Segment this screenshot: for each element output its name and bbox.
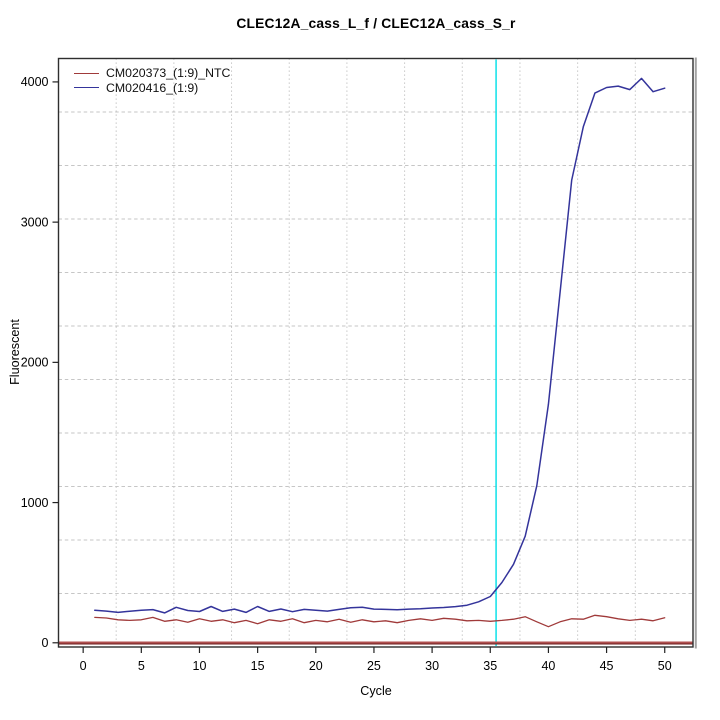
y-tick-label: 0 bbox=[42, 636, 49, 650]
legend-line-swatch-ntc bbox=[74, 72, 99, 74]
zero-line bbox=[58, 641, 693, 645]
series-line-1 bbox=[94, 77, 666, 614]
x-tick-label: 35 bbox=[483, 659, 497, 673]
y-tick-label: 3000 bbox=[21, 215, 49, 229]
x-tick-label: 15 bbox=[251, 659, 265, 673]
x-ticks: 0 5 10 15 20 25 30 35 40 45 50 bbox=[80, 647, 672, 673]
x-tick-label: 5 bbox=[138, 659, 145, 673]
y-ticks: 0 1000 2000 3000 4000 bbox=[21, 75, 59, 650]
y-tick-label: 4000 bbox=[21, 75, 49, 89]
x-tick-label: 45 bbox=[600, 659, 614, 673]
series-line-0 bbox=[94, 614, 666, 628]
x-tick-label: 30 bbox=[425, 659, 439, 673]
chart-title: CLEC12A_cass_L_f / CLEC12A_cass_S_r bbox=[236, 16, 516, 31]
x-tick-label: 40 bbox=[541, 659, 555, 673]
y-tick-label: 2000 bbox=[21, 356, 49, 370]
gridlines bbox=[58, 58, 693, 647]
plot-border bbox=[57, 57, 694, 648]
legend-label-ntc: CM020373_(1:9)_NTC bbox=[106, 66, 231, 80]
x-tick-label: 25 bbox=[367, 659, 381, 673]
legend-label-sample: CM020416_(1:9) bbox=[106, 80, 199, 95]
x-tick-label: 10 bbox=[193, 659, 207, 673]
y-tick-label: 1000 bbox=[21, 496, 49, 510]
x-tick-label: 0 bbox=[80, 659, 87, 673]
legend-item-ntc: CM020373_(1:9)_NTC bbox=[74, 66, 230, 81]
legend: CM020373_(1:9)_NTC CM020416_(1:9) bbox=[74, 66, 230, 95]
legend-item-sample: CM020416_(1:9) bbox=[74, 81, 230, 96]
x-tick-label: 50 bbox=[658, 659, 672, 673]
legend-line-swatch-sample bbox=[74, 87, 99, 89]
x-axis-label: Cycle bbox=[360, 684, 392, 698]
x-tick-label: 20 bbox=[309, 659, 323, 673]
